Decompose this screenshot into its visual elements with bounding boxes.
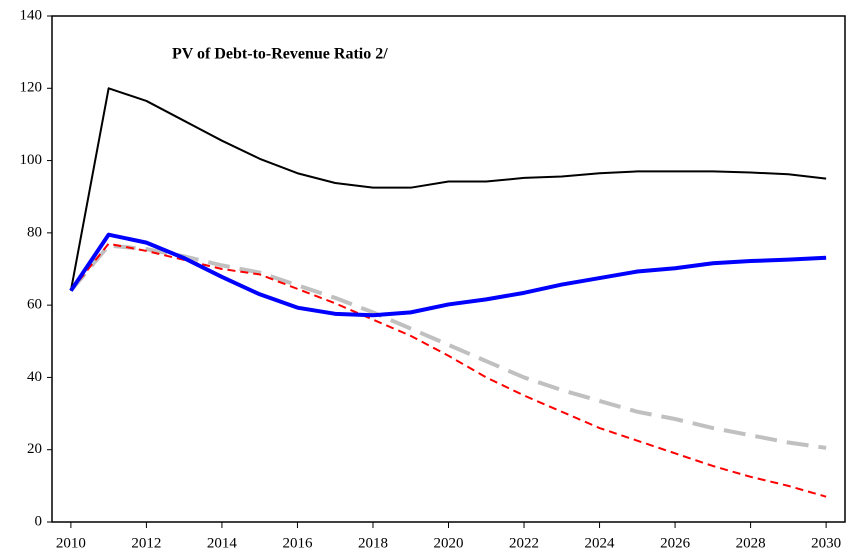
plot-frame <box>51 15 846 523</box>
x-tick-label: 2010 <box>56 535 86 551</box>
x-tick-label: 2022 <box>509 535 539 551</box>
x-tick-label: 2014 <box>207 535 238 551</box>
x-tick-label: 2018 <box>358 535 388 551</box>
y-tick-label: 140 <box>20 7 43 23</box>
y-tick-label: 20 <box>27 441 42 457</box>
y-tick-label: 40 <box>27 369 42 385</box>
data-line <box>69 87 827 291</box>
data-line <box>69 243 827 450</box>
data-line <box>69 232 827 318</box>
x-tick-label: 2012 <box>131 535 161 551</box>
x-tick-label: 2020 <box>434 535 464 551</box>
y-tick-label: 60 <box>27 297 42 313</box>
x-tick-label: 2024 <box>585 535 616 551</box>
x-tick-label: 2028 <box>736 535 766 551</box>
data-line <box>70 242 827 498</box>
y-tick-label: 100 <box>20 152 43 168</box>
y-tick-label: 80 <box>27 224 42 240</box>
x-tick-label: 2030 <box>811 535 841 551</box>
y-tick-label: 120 <box>20 80 43 96</box>
x-tick-label: 2016 <box>282 535 313 551</box>
y-tick-label: 0 <box>35 513 43 529</box>
chart-title: PV of Debt-to-Revenue Ratio 2/ <box>172 46 388 63</box>
x-tick-label: 2026 <box>660 535 691 551</box>
